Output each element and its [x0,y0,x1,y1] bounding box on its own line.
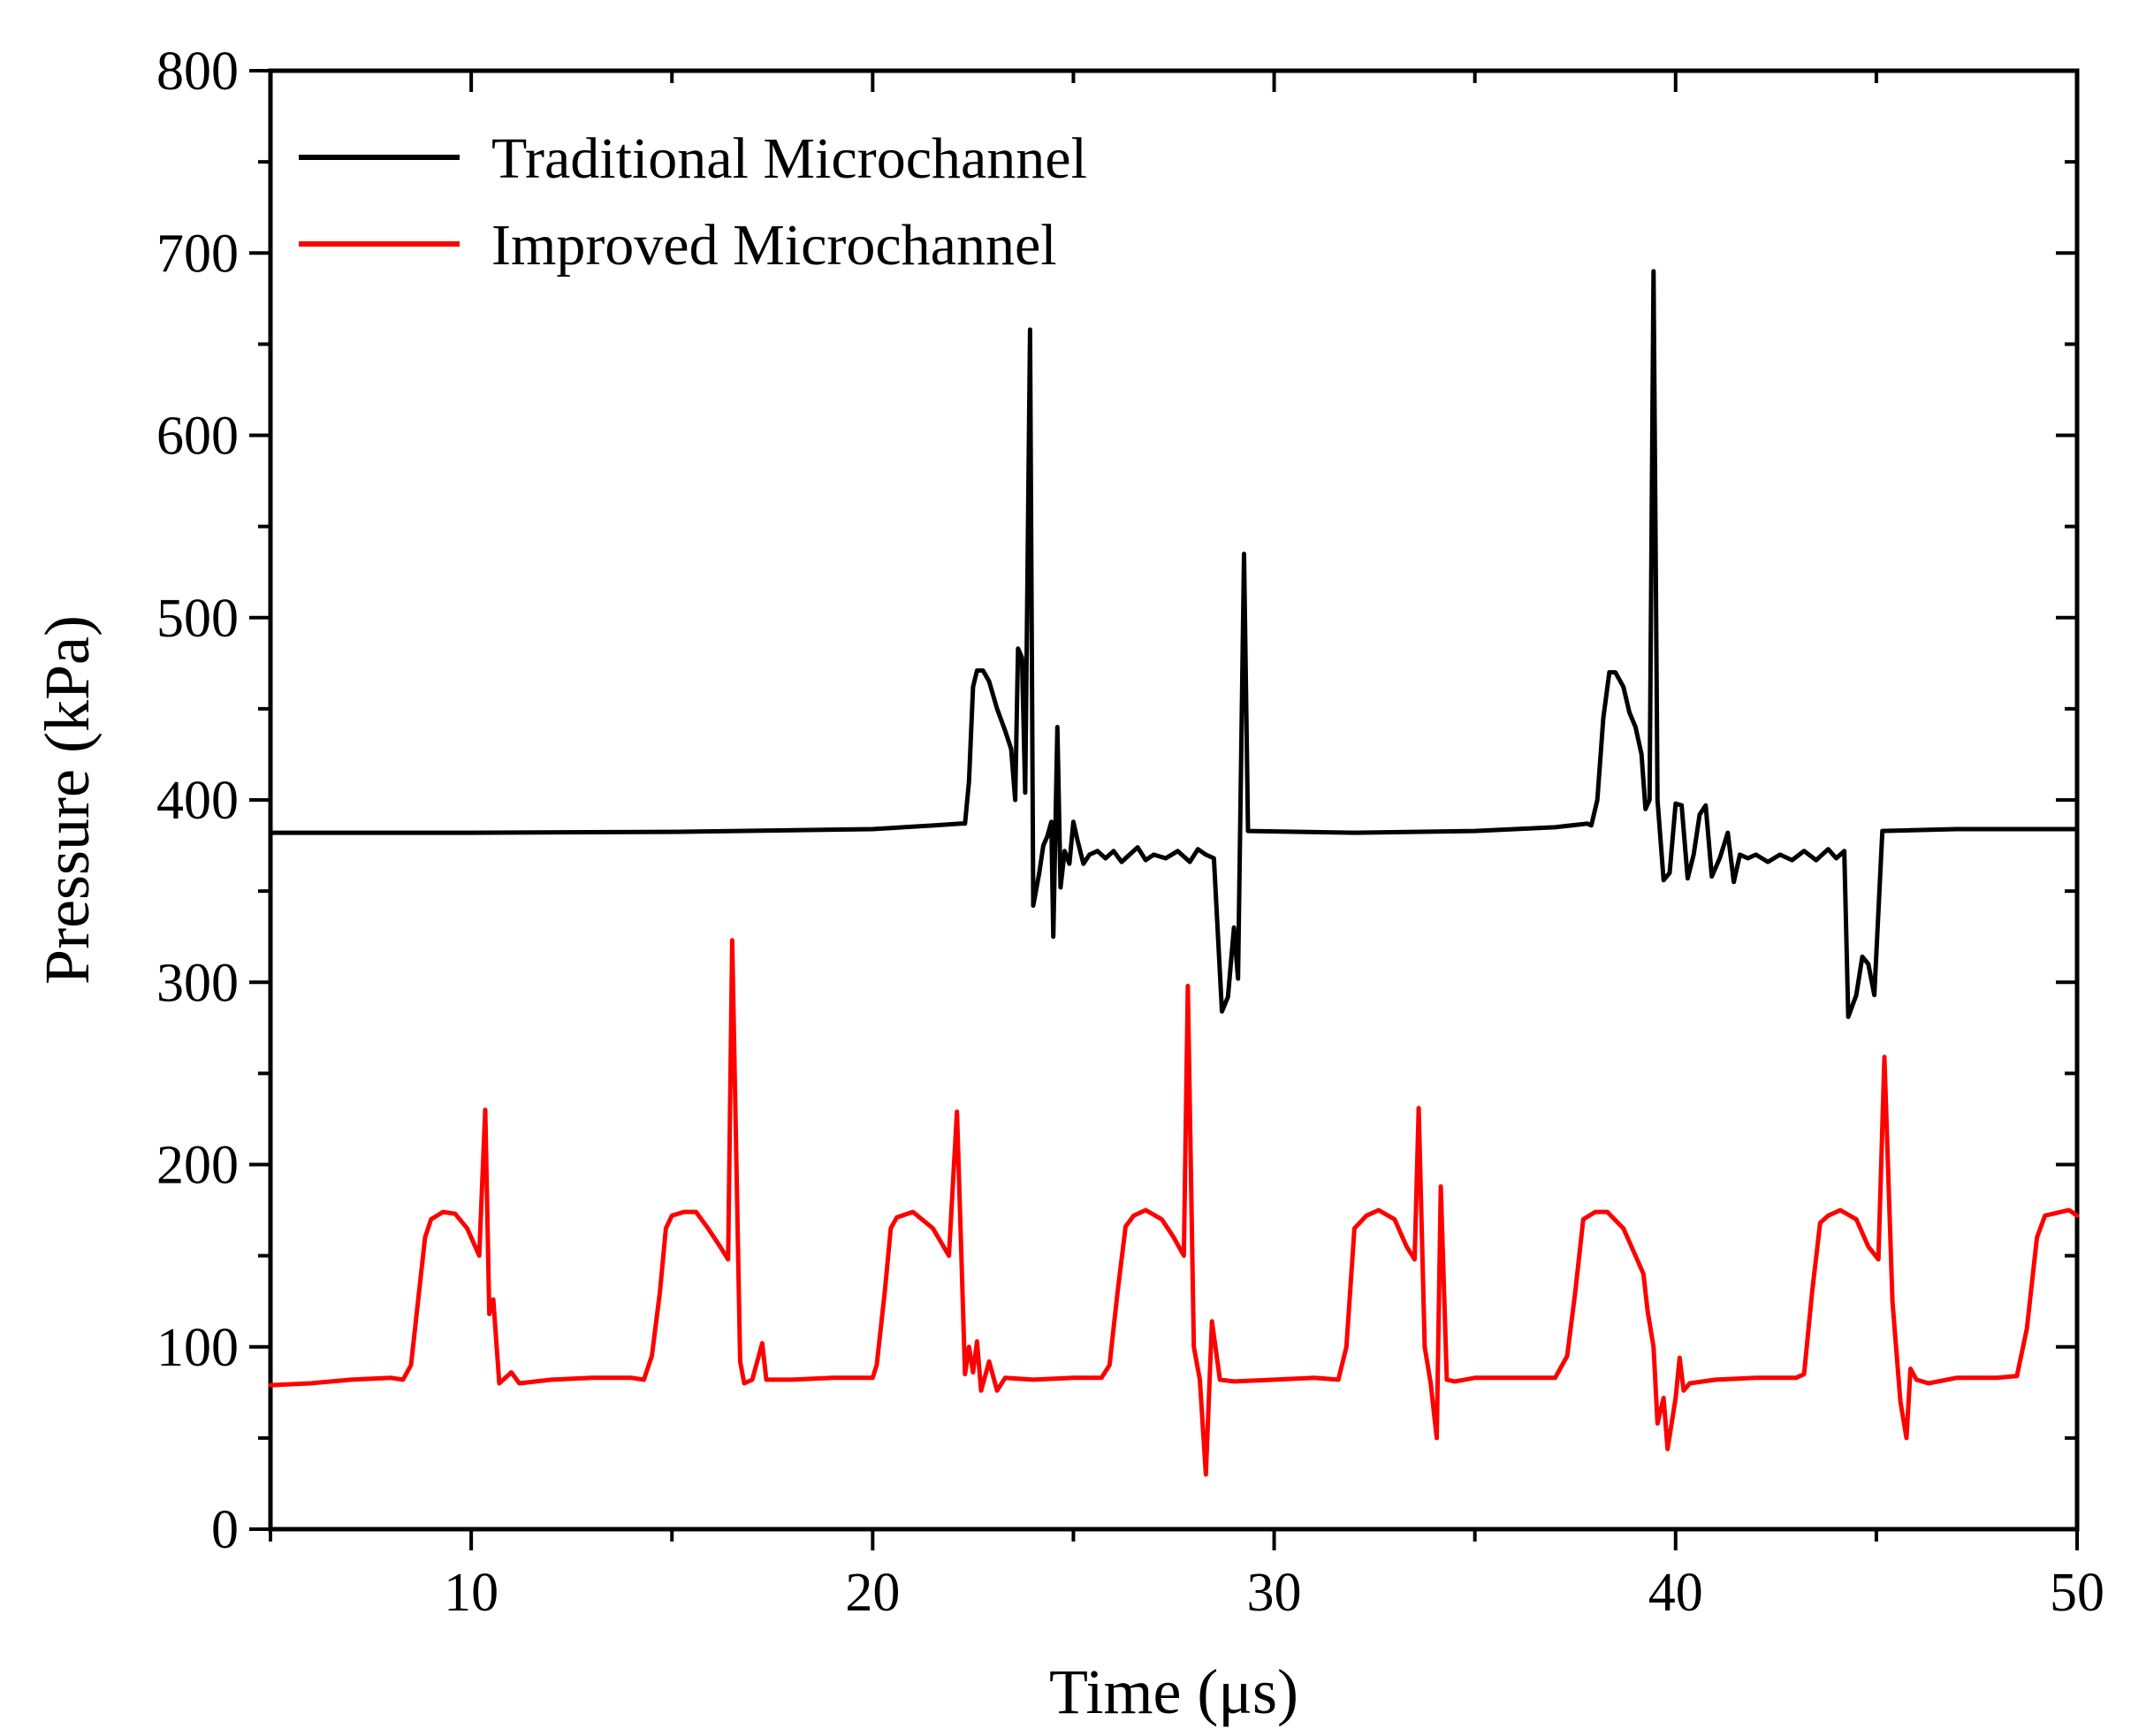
y-tick-label: 300 [156,953,239,1013]
x-tick-label: 50 [2050,1563,2104,1623]
y-tick-label: 500 [156,589,239,649]
legend: Traditional Microchannel Improved Microc… [299,126,1087,278]
series-line-traditional [268,269,2080,1019]
series-line-improved [268,938,2080,1477]
x-tick-label: 40 [1648,1563,1703,1623]
y-tick-label: 200 [156,1136,239,1196]
y-tick-label: 800 [156,42,239,102]
y-tick-label: 0 [211,1500,239,1560]
y-tick-label: 600 [156,407,239,467]
y-tick-label: 400 [156,771,239,831]
y-tick-label: 100 [156,1318,239,1378]
y-tick-label: 700 [156,224,239,284]
legend-label-traditional: Traditional Microchannel [491,126,1087,191]
legend-label-improved: Improved Microchannel [491,213,1057,278]
x-axis-title: Time (μs) [1049,1656,1298,1727]
axis-ticks [249,69,2079,1550]
x-tick-label: 20 [845,1563,900,1623]
data-series [268,269,2080,1477]
x-tick-label: 30 [1247,1563,1302,1623]
plot-frame [268,68,2080,1532]
y-axis-title: Pressure (kPa) [32,615,103,985]
x-tick-label: 10 [444,1563,499,1623]
